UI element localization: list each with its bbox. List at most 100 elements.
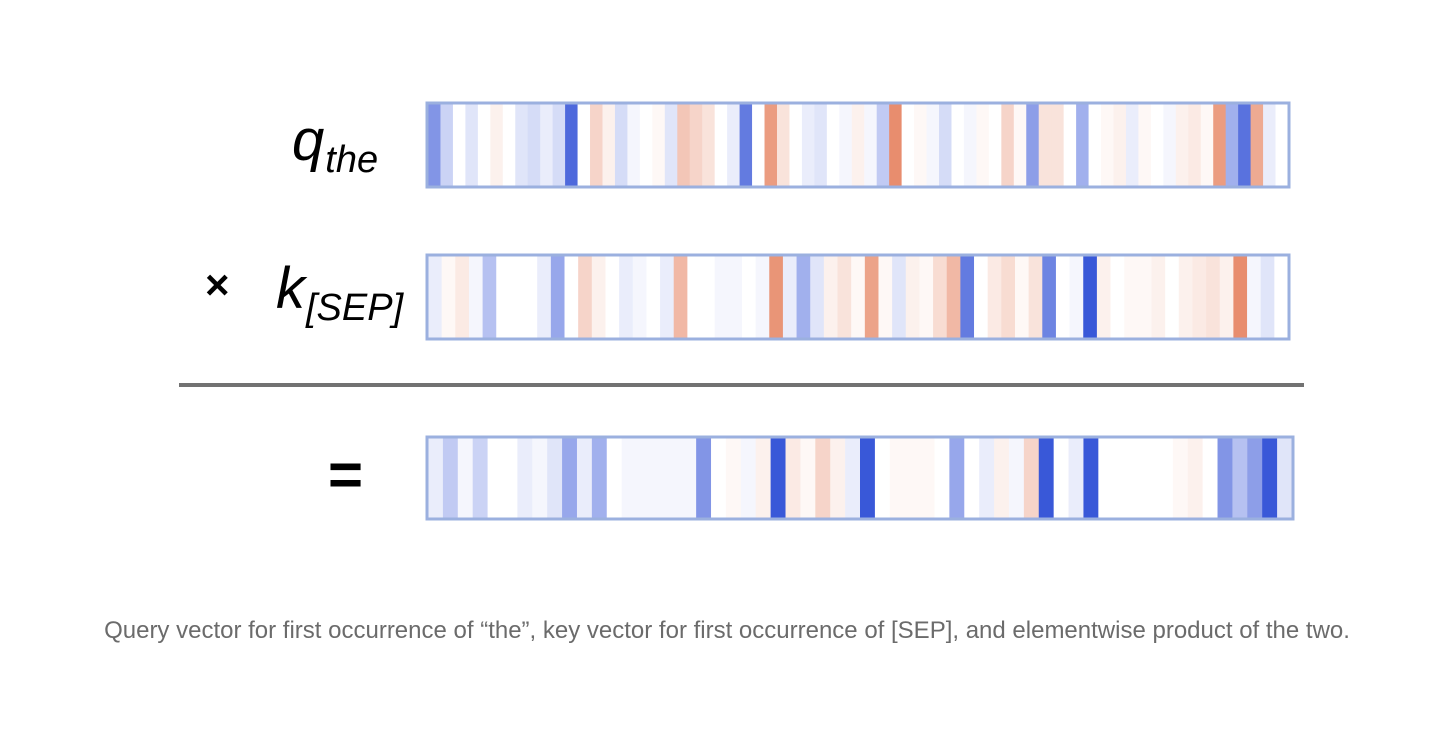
elementwise-product-cell — [725, 438, 742, 518]
key-sep-cell — [1124, 256, 1139, 338]
query-subscript: the — [325, 139, 379, 181]
key-sep-cell — [1165, 256, 1180, 338]
query-the-cell — [1163, 104, 1177, 186]
key-sep-cell — [823, 256, 839, 338]
key-sep-cell — [1014, 256, 1030, 338]
query-the-cell — [864, 104, 878, 186]
elementwise-product-cell — [487, 438, 504, 518]
elementwise-product-cell — [1202, 438, 1219, 518]
query-the-cell — [776, 104, 791, 186]
elementwise-product-cell — [532, 438, 548, 518]
elementwise-product-cell — [740, 438, 757, 518]
key-sep-cell — [974, 256, 989, 338]
query-the-cell — [876, 104, 890, 186]
elementwise-product-cell — [547, 438, 563, 518]
query-the-cell — [988, 104, 1002, 186]
key-sep-border — [425, 253, 1291, 341]
query-the-cell — [664, 104, 678, 186]
key-sep-cell — [769, 256, 784, 338]
elementwise-product-cell — [934, 438, 950, 518]
elementwise-product-cell — [457, 438, 474, 518]
elementwise-product-cell — [770, 438, 787, 518]
key-sep-cell — [646, 256, 661, 338]
elementwise-product-cell — [964, 438, 980, 518]
query-the-cell — [515, 104, 529, 186]
key-sep-cell — [1069, 256, 1084, 338]
query-the-cell — [752, 104, 766, 186]
key-sep-cell — [455, 256, 470, 338]
query-vector-label: qthe — [292, 112, 378, 180]
elementwise-product-cell — [517, 438, 533, 518]
elementwise-product-cell — [1038, 438, 1055, 518]
key-sep-cell — [441, 256, 456, 338]
query-the-cell — [801, 104, 815, 186]
query-the-border — [425, 101, 1291, 189]
query-the-cell — [1238, 104, 1252, 186]
elementwise-product-cell — [1098, 438, 1114, 518]
elementwise-product-cell — [1277, 438, 1293, 518]
elementwise-product-cell — [904, 438, 921, 518]
query-the-cell — [1013, 104, 1027, 186]
query-the-cell — [677, 104, 691, 186]
query-the-cell — [1113, 104, 1127, 186]
key-sep-cell — [810, 256, 825, 338]
key-sep-cell — [851, 256, 866, 338]
query-the-cell — [652, 104, 666, 186]
query-the-cell — [1001, 104, 1015, 186]
elementwise-product-cell — [1128, 438, 1144, 518]
query-the-cell — [714, 104, 728, 186]
key-sep-cell — [946, 256, 961, 338]
key-sep-cell — [1192, 256, 1207, 338]
query-the-cell — [901, 104, 915, 186]
key-sep-cell — [919, 256, 934, 338]
key-sep-cell — [578, 256, 593, 338]
elementwise-product-cell — [502, 438, 518, 518]
key-sep-cell — [701, 256, 716, 338]
key-vector-label: k[SEP] — [276, 260, 403, 328]
query-the-cell — [627, 104, 641, 186]
elementwise-product-cell — [666, 438, 682, 518]
query-the-cell — [614, 104, 629, 186]
key-symbol: k — [276, 256, 305, 321]
elementwise-product-cell — [576, 438, 593, 518]
query-the-cell — [1125, 104, 1140, 186]
query-the-cell — [1051, 104, 1065, 186]
query-symbol: q — [292, 108, 325, 173]
key-sep-cell — [987, 256, 1002, 338]
key-sep-cell — [509, 256, 525, 338]
query-the-cell — [1088, 104, 1102, 186]
query-the-cell — [739, 104, 753, 186]
key-sep-cell — [1260, 256, 1275, 338]
query-the-cell — [1175, 104, 1189, 186]
key-sep-cell — [1233, 256, 1248, 338]
elementwise-product-cell — [979, 438, 995, 518]
query-the-cell — [639, 104, 653, 186]
query-the-cell — [814, 104, 828, 186]
query-vector-bar — [425, 101, 1291, 189]
elementwise-product-cell — [711, 438, 727, 518]
query-the-cell — [465, 104, 479, 186]
key-sep-cell — [605, 256, 620, 338]
query-the-cell — [1275, 104, 1289, 186]
query-the-cell — [1263, 104, 1277, 186]
elementwise-product-cell — [785, 438, 802, 518]
key-sep-cell — [1055, 256, 1071, 338]
key-sep-cell — [1206, 256, 1221, 338]
elementwise-product-cell — [830, 438, 846, 518]
elementwise-product-cell — [949, 438, 965, 518]
query-the-cell — [1225, 104, 1239, 186]
query-the-cell — [826, 104, 840, 186]
query-the-cell — [527, 104, 541, 186]
key-sep-cell — [428, 256, 443, 338]
elementwise-product-cell — [636, 438, 653, 518]
key-sep-cell — [1274, 256, 1289, 338]
query-the-cell — [789, 104, 803, 186]
key-sep-cell — [523, 256, 538, 338]
query-the-cell — [1038, 104, 1052, 186]
query-the-cell — [1026, 104, 1040, 186]
elementwise-product-cell — [681, 438, 697, 518]
elementwise-product-cell — [1247, 438, 1263, 518]
query-the-cell — [689, 104, 703, 186]
elementwise-product-cell — [1217, 438, 1234, 518]
query-the-cell — [727, 104, 741, 186]
